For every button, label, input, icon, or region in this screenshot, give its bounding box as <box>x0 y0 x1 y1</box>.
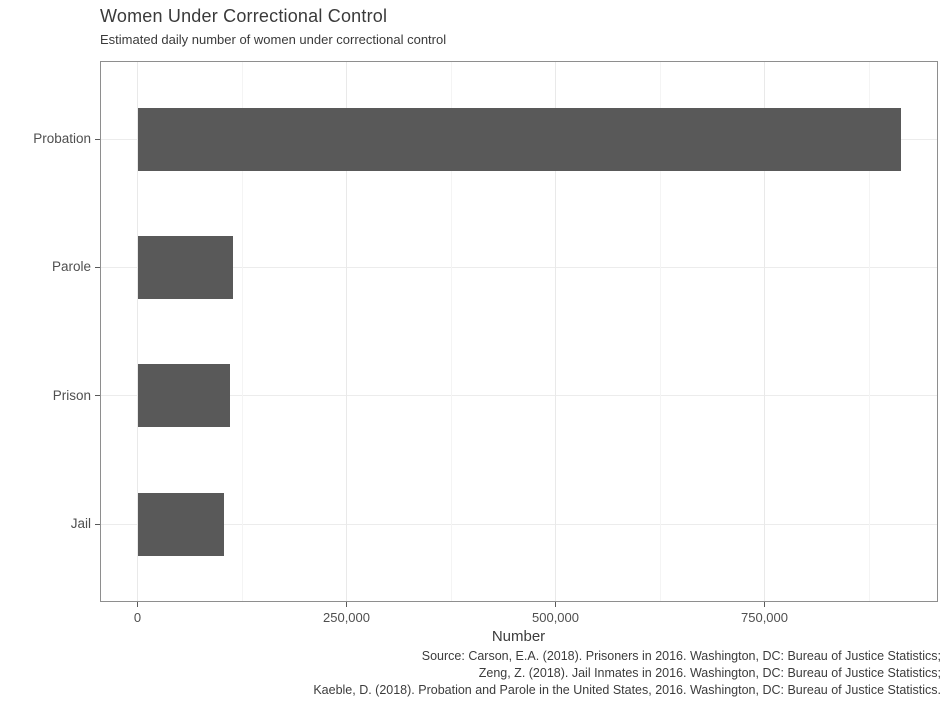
minor-gridline <box>450 62 452 601</box>
source-line-3: Kaeble, D. (2018). Probation and Parole … <box>313 683 941 697</box>
x-tick-mark <box>555 602 556 607</box>
major-gridline <box>346 62 347 601</box>
y-tick-label: Jail <box>70 516 91 531</box>
h-gridline <box>101 395 937 397</box>
source-caption: Source: Carson, E.A. (2018). Prisoners i… <box>0 648 941 699</box>
major-gridline <box>137 62 138 601</box>
bar-jail <box>137 492 224 556</box>
chart-subtitle: Estimated daily number of women under co… <box>100 32 447 47</box>
x-tick-mark <box>764 602 765 607</box>
minor-gridline <box>868 62 870 601</box>
h-gridline <box>101 266 937 268</box>
bar-prison <box>137 364 231 428</box>
major-gridline <box>764 62 765 601</box>
plot-panel <box>100 61 938 602</box>
x-tick-label: 0 <box>133 610 142 625</box>
bar-probation <box>137 107 901 171</box>
x-tick-label: 750,000 <box>741 610 788 625</box>
source-line-1: Source: Carson, E.A. (2018). Prisoners i… <box>421 649 941 663</box>
x-tick-label: 500,000 <box>532 610 579 625</box>
bar-parole <box>137 235 233 299</box>
minor-gridline <box>659 62 661 601</box>
y-tick-label: Parole <box>51 259 91 275</box>
x-tick-mark <box>137 602 138 607</box>
y-tick-label: Probation <box>33 131 91 146</box>
x-axis-title: Number <box>491 628 546 645</box>
x-tick-mark <box>346 602 347 607</box>
source-line-2: Zeng, Z. (2018). Jail Inmates in 2016. W… <box>478 666 941 680</box>
major-gridline <box>555 62 556 601</box>
y-tick-label: Prison <box>52 387 91 403</box>
x-tick-label: 250,000 <box>323 610 370 625</box>
chart-title: Women Under Correctional Control <box>100 6 388 26</box>
h-gridline <box>101 523 937 525</box>
minor-gridline <box>241 62 243 601</box>
